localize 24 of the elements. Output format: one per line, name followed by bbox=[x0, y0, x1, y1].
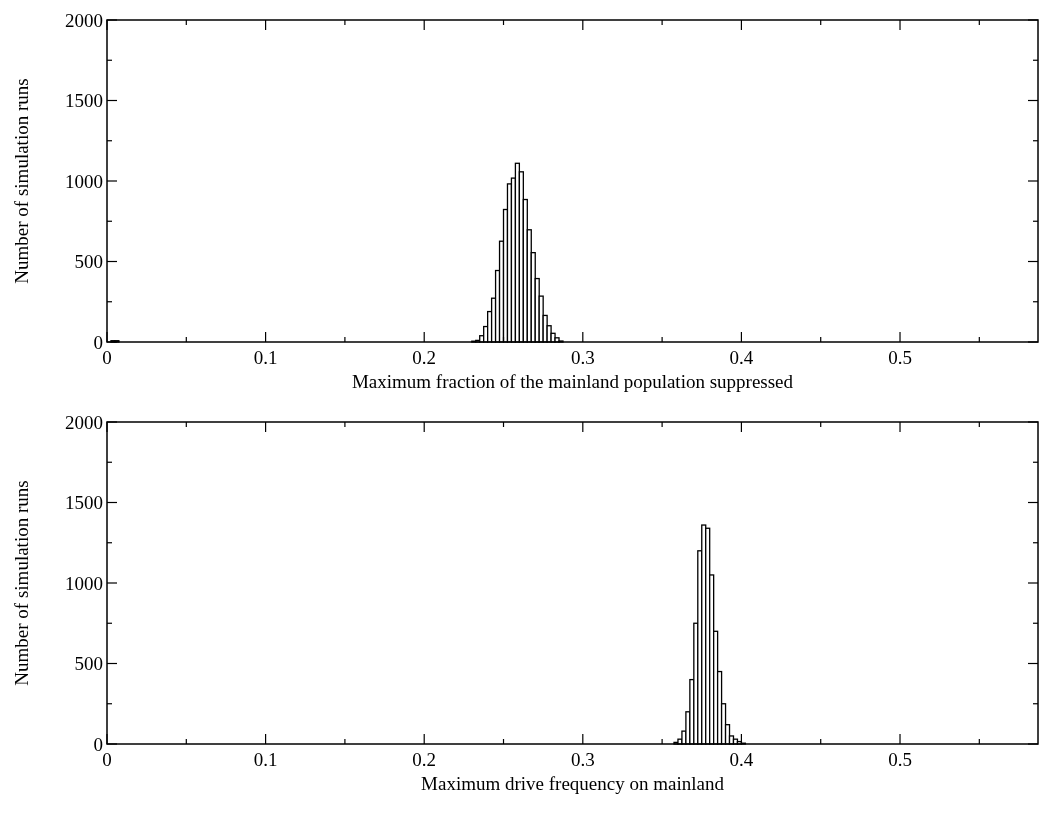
y-tick-label: 1000 bbox=[65, 170, 103, 192]
x-tick-label: 0.1 bbox=[253, 749, 278, 770]
x-tick-label: 0.3 bbox=[570, 749, 595, 770]
y-tick-label: 1000 bbox=[65, 572, 103, 594]
x-tick-label: 0.3 bbox=[570, 347, 595, 368]
y-tick-label: 0 bbox=[93, 733, 103, 755]
y-tick-label: 500 bbox=[74, 251, 103, 273]
y-tick-label: 1500 bbox=[65, 492, 103, 514]
x-tick-label: 0.4 bbox=[729, 347, 754, 368]
y-tick-label: 1500 bbox=[65, 90, 103, 112]
x-tick-label: 0.1 bbox=[253, 347, 278, 368]
x-tick-label: 0.5 bbox=[888, 749, 912, 770]
y-tick-label: 0 bbox=[93, 331, 103, 353]
x-tick-label: 0.2 bbox=[412, 347, 437, 368]
y-tick-label: 500 bbox=[74, 653, 103, 675]
x-axis-title: Maximum fraction of the mainland population suppressed bbox=[351, 371, 794, 392]
x-tick-label: 0.2 bbox=[412, 749, 437, 770]
x-tick-label: 0.5 bbox=[888, 347, 912, 368]
y-axis-title: Number of simulation runs bbox=[11, 480, 32, 686]
y-axis-title: Number of simulation runs bbox=[11, 78, 32, 284]
y-tick-label: 2000 bbox=[65, 411, 103, 433]
y-tick-label: 2000 bbox=[65, 9, 103, 31]
x-axis-title: Maximum drive frequency on mainland bbox=[421, 773, 725, 794]
x-tick-label: 0.4 bbox=[729, 749, 754, 770]
